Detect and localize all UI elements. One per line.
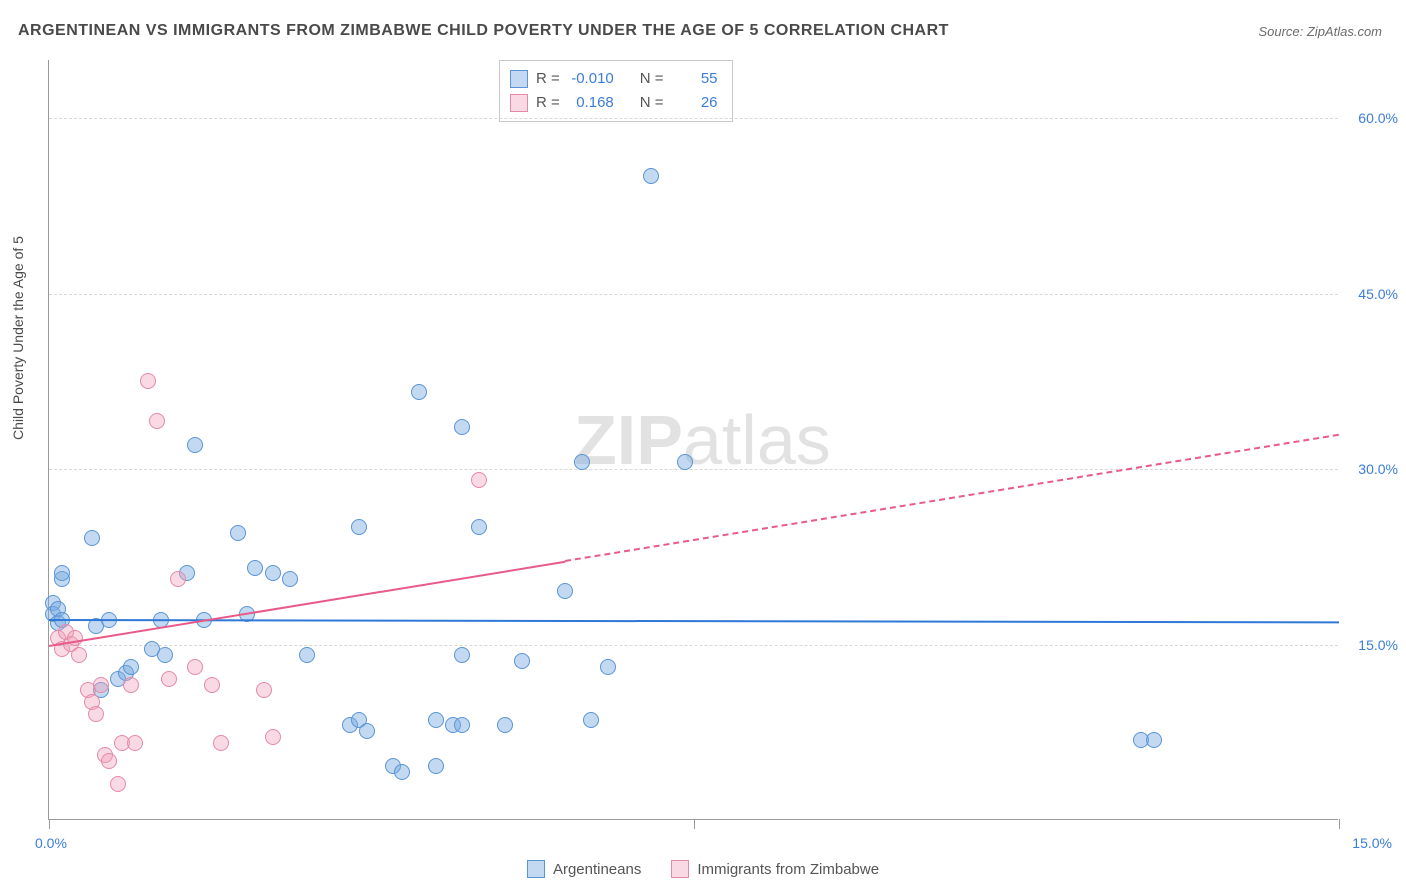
watermark: ZIPatlas (574, 400, 831, 480)
stats-legend: R = -0.010 N = 55 R = 0.168 N = 26 (499, 60, 733, 122)
stats-row-a: R = -0.010 N = 55 (510, 67, 718, 91)
data-point (471, 472, 487, 488)
r-label-a: R = (536, 67, 560, 91)
data-point (497, 717, 513, 733)
gridline (49, 645, 1338, 646)
x-tick (1339, 819, 1340, 829)
y-tick-label: 15.0% (1358, 637, 1398, 653)
n-label-a: N = (640, 67, 664, 91)
chart-title: ARGENTINEAN VS IMMIGRANTS FROM ZIMBABWE … (18, 22, 949, 40)
plot-area: ZIPatlas R = -0.010 N = 55 R = 0.168 N =… (48, 60, 1338, 820)
data-point (71, 647, 87, 663)
gridline (49, 294, 1338, 295)
data-point (110, 776, 126, 792)
data-point (428, 712, 444, 728)
y-tick-label: 60.0% (1358, 110, 1398, 126)
n-label-b: N = (640, 91, 664, 115)
r-value-b: 0.168 (568, 91, 614, 115)
data-point (187, 437, 203, 453)
data-point (187, 659, 203, 675)
data-point (600, 659, 616, 675)
r-label-b: R = (536, 91, 560, 115)
gridline (49, 118, 1338, 119)
data-point (161, 671, 177, 687)
legend-label-b: Immigrants from Zimbabwe (697, 861, 879, 878)
trend-line (49, 560, 565, 646)
data-point (454, 647, 470, 663)
data-point (394, 764, 410, 780)
trend-line (49, 619, 1339, 623)
series-legend: Argentineans Immigrants from Zimbabwe (0, 860, 1406, 878)
legend-item-a: Argentineans (527, 860, 641, 878)
data-point (454, 717, 470, 733)
y-axis-label: Child Poverty Under the Age of 5 (10, 208, 26, 468)
data-point (88, 706, 104, 722)
data-point (204, 677, 220, 693)
data-point (428, 758, 444, 774)
data-point (93, 677, 109, 693)
data-point (123, 659, 139, 675)
data-point (149, 413, 165, 429)
data-point (127, 735, 143, 751)
data-point (101, 753, 117, 769)
data-point (170, 571, 186, 587)
data-point (514, 653, 530, 669)
data-point (256, 682, 272, 698)
gridline (49, 469, 1338, 470)
data-point (265, 729, 281, 745)
data-point (213, 735, 229, 751)
data-point (471, 519, 487, 535)
data-point (247, 560, 263, 576)
y-tick-label: 45.0% (1358, 286, 1398, 302)
r-value-a: -0.010 (568, 67, 614, 91)
data-point (265, 565, 281, 581)
data-point (1146, 732, 1162, 748)
data-point (574, 454, 590, 470)
legend-swatch-a-icon (527, 860, 545, 878)
x-tick (49, 819, 50, 829)
data-point (677, 454, 693, 470)
data-point (84, 530, 100, 546)
legend-item-b: Immigrants from Zimbabwe (671, 860, 879, 878)
stats-row-b: R = 0.168 N = 26 (510, 91, 718, 115)
data-point (351, 519, 367, 535)
y-tick-label: 30.0% (1358, 461, 1398, 477)
data-point (140, 373, 156, 389)
data-point (282, 571, 298, 587)
x-tick-min: 0.0% (35, 835, 67, 851)
legend-label-a: Argentineans (553, 861, 641, 878)
x-tick (694, 819, 695, 829)
swatch-a-icon (510, 70, 528, 88)
watermark-atlas: atlas (683, 401, 831, 479)
data-point (54, 565, 70, 581)
data-point (299, 647, 315, 663)
data-point (359, 723, 375, 739)
data-point (454, 419, 470, 435)
swatch-b-icon (510, 94, 528, 112)
n-value-a: 55 (672, 67, 718, 91)
legend-swatch-b-icon (671, 860, 689, 878)
source-credit: Source: ZipAtlas.com (1258, 24, 1382, 39)
x-tick-max: 15.0% (1352, 835, 1392, 851)
watermark-zip: ZIP (574, 401, 683, 479)
data-point (643, 168, 659, 184)
data-point (157, 647, 173, 663)
data-point (123, 677, 139, 693)
data-point (230, 525, 246, 541)
data-point (557, 583, 573, 599)
data-point (583, 712, 599, 728)
trend-line (565, 434, 1339, 562)
data-point (411, 384, 427, 400)
n-value-b: 26 (672, 91, 718, 115)
